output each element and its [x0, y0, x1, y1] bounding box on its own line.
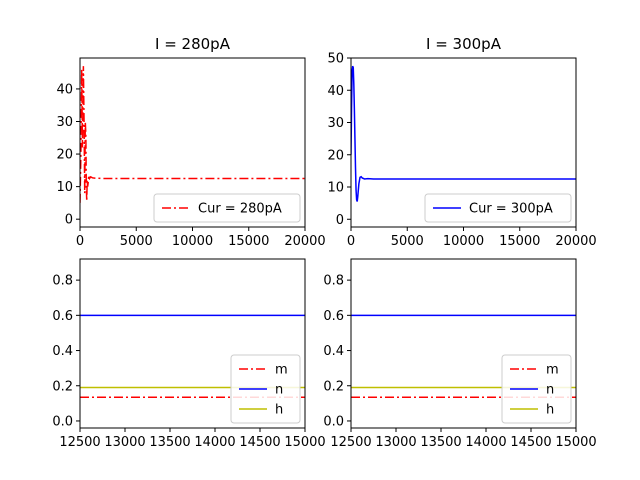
x-tick-label: 14000: [194, 435, 235, 450]
subplot-1: 0 5000 10000 15000 20000 0 10 20 30 40 I = 280pA Cu…: [56, 35, 325, 249]
x-tick-label: 14500: [239, 435, 280, 450]
legend-box: [424, 193, 572, 223]
y-tick-label: 0.2: [52, 379, 73, 394]
x-tick-label: 0: [76, 234, 84, 249]
y-tick-label: 30: [56, 115, 73, 130]
legend: Cur = 300pA: [424, 193, 572, 223]
y-tick-label: 0.0: [52, 414, 73, 429]
x-tick-label: 10000: [172, 234, 213, 249]
y-tick-label: 0.4: [52, 344, 73, 359]
y-tick-label: 20: [327, 148, 344, 163]
y-tick-label: 0.2: [323, 379, 344, 394]
y-tick-label: 50: [327, 52, 344, 67]
subplot-title: I = 300pA: [426, 35, 502, 53]
x-tick-label: 13500: [149, 435, 190, 450]
legend: Cur = 280pA: [153, 193, 301, 223]
y-tick-label: 30: [327, 116, 344, 131]
legend-label: n: [546, 383, 554, 398]
x-tick-label: 13000: [375, 435, 416, 450]
x-tick-label: 5000: [120, 234, 153, 249]
x-tick-label: 15000: [499, 234, 540, 249]
x-tick-label: 14000: [465, 435, 506, 450]
y-tick-label: 0.6: [52, 309, 73, 324]
legend-label: m: [275, 363, 288, 378]
y-tick-label: 0.4: [323, 344, 344, 359]
legend-label: Cur = 300pA: [469, 202, 553, 217]
subplot-2: 0 5000 10000 15000 20000 0 10 20 30 40 50 I = 300pA…: [327, 35, 596, 249]
x-tick-label: 15000: [555, 435, 596, 450]
legend-label: Cur = 280pA: [198, 202, 282, 217]
legend: mnh: [230, 354, 301, 424]
x-tick-label: 13500: [420, 435, 461, 450]
legend-box: [153, 193, 301, 223]
x-tick-label: 10000: [443, 234, 484, 249]
axes-frame: [350, 258, 577, 429]
y-tick-label: 20: [56, 148, 73, 163]
series-line-cur-300pa: [351, 65, 576, 202]
x-tick-label: 15000: [284, 435, 325, 450]
y-tick-label: 0.8: [323, 274, 344, 289]
axes-frame: [79, 258, 306, 429]
x-tick-label: 5000: [391, 234, 424, 249]
subplot-3: 12500 13000 13500 14000 14500 15000 0.0 0.2 0.4 0…: [52, 258, 326, 450]
y-tick-label: 0: [65, 213, 73, 228]
legend: mnh: [501, 354, 572, 424]
x-tick-label: 12500: [59, 435, 100, 450]
y-tick-label: 0.6: [323, 309, 344, 324]
y-tick-label: 0.8: [52, 274, 73, 289]
y-tick-label: 10: [56, 180, 73, 195]
x-tick-label: 14500: [510, 435, 551, 450]
legend-label: m: [546, 363, 559, 378]
y-tick-label: 40: [56, 82, 73, 97]
x-tick-label: 20000: [284, 234, 325, 249]
y-tick-label: 0: [336, 213, 344, 228]
subplot-title: I = 280pA: [155, 35, 231, 53]
x-tick-label: 15000: [228, 234, 269, 249]
x-tick-label: 20000: [555, 234, 596, 249]
x-tick-label: 12500: [330, 435, 371, 450]
subplot-4: 12500 13000 13500 14000 14500 15000 0.0 0.2 0.4 0…: [323, 258, 597, 450]
x-tick-label: 13000: [104, 435, 145, 450]
legend-label: h: [275, 403, 283, 418]
legend-label: n: [275, 383, 283, 398]
x-tick-label: 0: [347, 234, 355, 249]
y-tick-label: 0.0: [323, 414, 344, 429]
y-tick-label: 10: [327, 181, 344, 196]
series-line-cur-280pa: [80, 66, 305, 203]
legend-label: h: [546, 403, 554, 418]
y-tick-label: 40: [327, 84, 344, 99]
